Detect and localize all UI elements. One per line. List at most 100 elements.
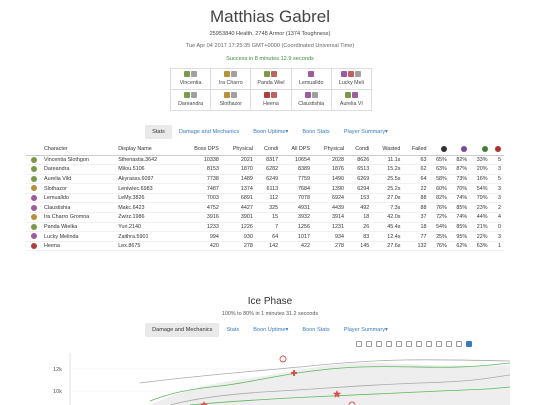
tab-player-summary[interactable]: Player Summary▾ [343, 327, 388, 333]
table-cell: 1876 [312, 164, 348, 175]
table-row[interactable]: Ira Charro Gromna Zwirz.1986 3916 3901 15 393… [26, 212, 504, 223]
table-row[interactable]: Slothazor Leniwiec.6983 7487 1374 6113 7684 13… [26, 183, 504, 194]
player-card[interactable]: Lucky Meli [330, 68, 373, 90]
player-card[interactable]: Ira Charro [210, 68, 252, 90]
column-header[interactable]: All DPS [281, 143, 313, 156]
column-header[interactable]: Condi [347, 143, 373, 156]
range-band [150, 362, 510, 405]
table-cell: 5 [490, 155, 504, 166]
table-cell: 7 [255, 222, 282, 233]
player-card[interactable]: Slothazor [210, 89, 252, 111]
column-header[interactable]: Physical [221, 143, 256, 156]
tab-damage-and-mechanics[interactable]: Damage and Mechanics [145, 323, 220, 337]
series-line[interactable] [139, 359, 511, 384]
column-header[interactable] [449, 143, 471, 156]
table-cell: 1231 [312, 222, 348, 233]
profession-cell [26, 155, 42, 166]
table-cell: 74% [449, 193, 471, 204]
column-header[interactable]: Failed [403, 143, 430, 156]
column-header[interactable] [470, 143, 491, 156]
column-header[interactable]: Boss DPS [181, 143, 222, 156]
zoom-icon[interactable] [366, 341, 372, 347]
gear-icon [308, 71, 315, 77]
table-cell: 278 [221, 241, 256, 252]
tab-player-summary[interactable]: Player Summary▾ [343, 129, 388, 135]
player-icons [171, 91, 210, 100]
star-marker[interactable] [200, 401, 208, 405]
column-header[interactable]: Physical [312, 143, 348, 156]
circle-marker[interactable] [348, 401, 356, 405]
series-line[interactable] [169, 374, 511, 405]
series-line[interactable] [189, 386, 511, 405]
cross-marker[interactable] [291, 370, 297, 376]
table-cell: 22% [470, 231, 491, 242]
minus-icon[interactable] [386, 341, 392, 347]
column-header[interactable] [490, 143, 504, 156]
circle-marker[interactable] [279, 355, 287, 363]
table-cell: 420 [181, 241, 222, 252]
table-cell: 7003 [181, 193, 222, 204]
table-row[interactable]: Claustishia Makc.6423 4752 4427 325 4931 4439 4… [26, 202, 504, 214]
table-row[interactable]: Heena Lex.8675 420 278 142 422 278 145 27.6s 132 7… [26, 241, 504, 252]
player-card[interactable]: Panda Wiel [250, 68, 292, 90]
player-card[interactable]: Aurelia VI [330, 89, 373, 111]
column-header[interactable]: Wasted [372, 143, 404, 156]
table-cell: 33% [470, 155, 491, 166]
column-header[interactable] [429, 143, 450, 156]
plus-icon[interactable] [376, 341, 382, 347]
player-card[interactable]: Dareandra [169, 89, 212, 111]
column-header[interactable]: Character [42, 143, 117, 156]
table-cell: Lex.8675 [116, 241, 182, 252]
select-icon[interactable] [396, 341, 402, 347]
hover-icon[interactable] [446, 341, 452, 347]
table-row[interactable]: Panda Wielka Yuri.2140 1233 1226 7 1256 1231 26… [26, 222, 504, 233]
table-cell: 62% [449, 241, 471, 252]
column-header[interactable]: Display Name [116, 143, 182, 156]
table-cell: Milou.5106 [116, 164, 182, 175]
table-row[interactable]: Lemualldo LeMy.3826 7003 6891 112 7078 6924 153… [26, 193, 504, 204]
gear-icon [264, 71, 271, 77]
player-card[interactable]: Vincentia [169, 68, 212, 90]
plotly-logo-icon[interactable] [466, 341, 472, 347]
compare-icon[interactable] [456, 341, 462, 347]
star-marker[interactable] [333, 390, 341, 398]
down-icon [495, 145, 501, 152]
table-row[interactable]: Dareandra Milou.5106 8153 1870 6282 8389 1876 6… [26, 164, 504, 175]
table-cell: 88 [403, 193, 430, 204]
table-cell: 3 [490, 193, 504, 204]
tab-stats[interactable]: Stats [145, 125, 172, 139]
camera-icon[interactable] [356, 341, 362, 347]
table-cell: 4 [490, 212, 504, 223]
tab-boon-stats[interactable]: Boon Stats [302, 129, 330, 135]
player-card[interactable]: Lemualldo [290, 68, 332, 90]
player-card[interactable]: Claustishia [290, 89, 332, 111]
reset-icon[interactable] [426, 341, 432, 347]
table-cell: 1870 [221, 164, 256, 175]
gear-icon [224, 71, 231, 77]
profession-icon [31, 204, 37, 211]
table-cell: 994 [181, 231, 222, 242]
tab-boon-uptime[interactable]: Boon Uptime▾ [253, 129, 289, 135]
player-card[interactable]: Heena [250, 89, 292, 111]
table-cell: 22 [403, 183, 430, 194]
spike-icon[interactable] [436, 341, 442, 347]
tab-damage-and-mechanics[interactable]: Damage and Mechanics [178, 129, 240, 135]
table-cell: 3916 [181, 212, 222, 223]
table-row[interactable]: Aurelia Vild Akyrasss.6097 7738 1489 6249 775… [26, 174, 504, 185]
lasso-icon[interactable] [406, 341, 412, 347]
tab-boon-stats[interactable]: Boon Stats [302, 327, 330, 333]
table-cell: 7078 [281, 193, 313, 204]
autoscale-icon[interactable] [416, 341, 422, 347]
profession-cell [26, 241, 42, 252]
tab-stats[interactable]: Stats [226, 327, 240, 333]
table-row[interactable]: Lucky Melinda Zaithra.5901 994 930 64 1017 934… [26, 231, 504, 242]
gear-icon [191, 92, 198, 98]
series-line[interactable] [149, 362, 511, 402]
gear-icon [191, 71, 198, 77]
table-row[interactable]: Vincentia Slothgon Sthenastia.3642 10338 20… [26, 155, 504, 166]
stats-tabs: Stats Damage and Mechanics Boon Uptime▾ Boo… [0, 125, 540, 139]
column-header[interactable]: Condi [255, 143, 282, 156]
tab-boon-uptime[interactable]: Boon Uptime▾ [253, 327, 289, 333]
table-cell: 8153 [181, 164, 222, 175]
gear-icon [348, 71, 355, 77]
